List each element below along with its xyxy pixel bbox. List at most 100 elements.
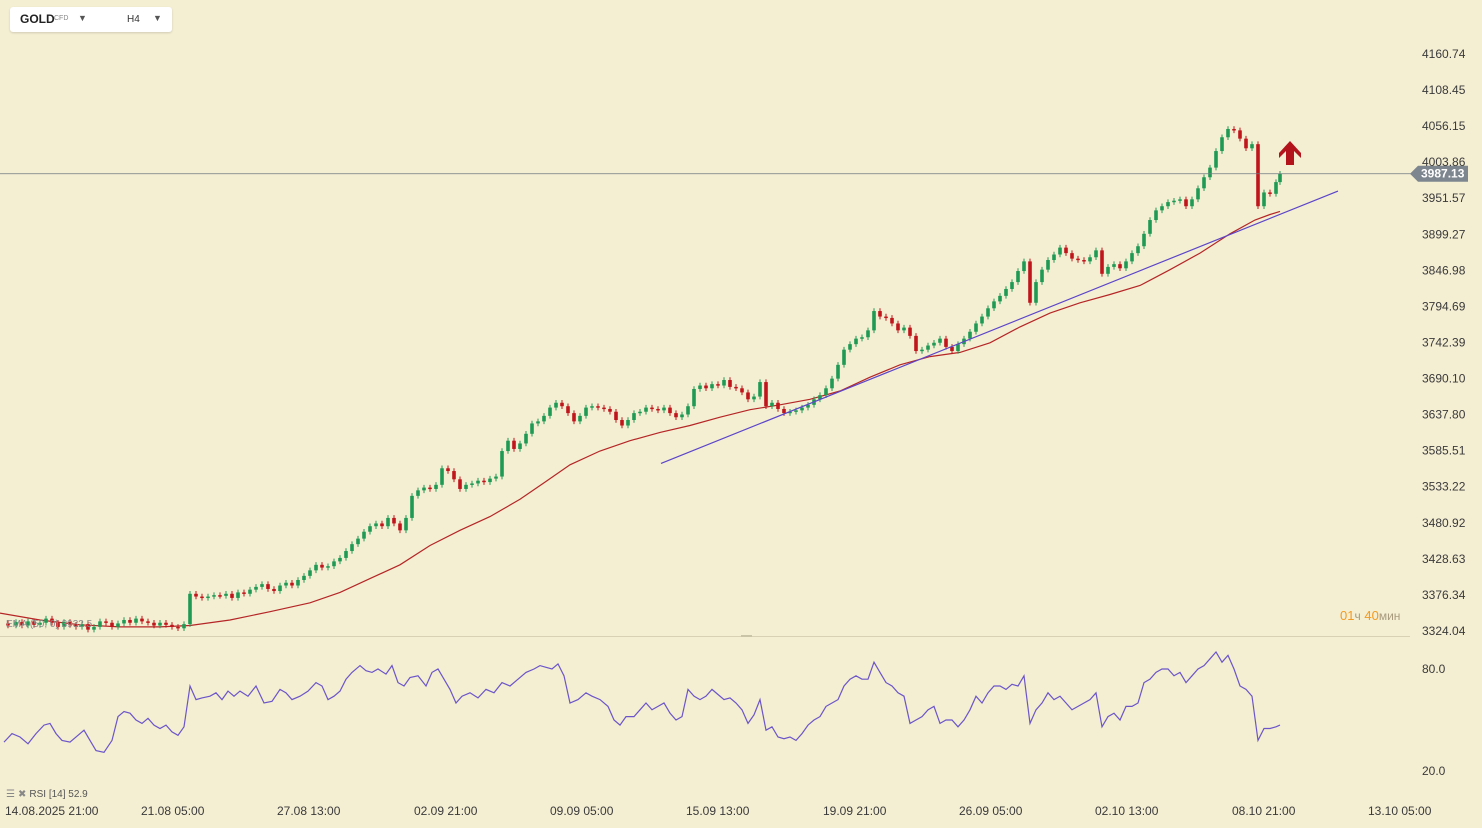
candle-bull — [362, 531, 366, 539]
candle-bear — [1076, 258, 1080, 261]
timeframe-selector[interactable]: H4 — [127, 14, 140, 25]
candle-bull — [1154, 210, 1158, 221]
price-tick-label: 3846.98 — [1422, 263, 1466, 277]
candle-bull — [1166, 202, 1170, 207]
candle-bear — [950, 346, 954, 352]
candle-bull — [116, 623, 120, 627]
price-tick-label: 3899.27 — [1422, 227, 1466, 241]
candle-bull — [1214, 151, 1218, 168]
price-tick-label: 3480.92 — [1422, 516, 1466, 530]
candle-bear — [650, 407, 654, 410]
rsi-indicator-label[interactable]: ☰ ✖ RSI [14] 52.9 — [6, 789, 88, 800]
candle-bear — [200, 596, 204, 599]
price-tick-label: 4160.74 — [1422, 47, 1466, 61]
candle-bull — [500, 451, 504, 477]
candle-bear — [656, 408, 660, 411]
candle-bear — [320, 564, 324, 568]
price-axis: 4160.74 4108.45 4056.15 4003.86 3951.57 3899.… — [1422, 47, 1466, 638]
candle-bear — [602, 407, 606, 410]
price-tick-label: 3324.04 — [1422, 624, 1466, 638]
countdown-hours: 01 — [1340, 608, 1355, 623]
candle-bull — [326, 566, 330, 568]
candle-bear — [668, 407, 672, 414]
candle-bull — [770, 402, 774, 407]
candle-bull — [680, 414, 684, 418]
price-tick-label: 3533.22 — [1422, 480, 1466, 494]
candle-bull — [1136, 246, 1140, 254]
candle-bull — [836, 364, 840, 379]
rsi-panel: 80.0 20.0 — [0, 635, 1446, 778]
rsi-line — [3, 650, 1281, 753]
candle-bull — [410, 495, 414, 518]
ema-line — [0, 210, 1281, 628]
price-tag-bg — [1410, 165, 1468, 182]
candle-bull — [644, 407, 648, 412]
candle-bull — [344, 551, 348, 558]
candle-bear — [746, 392, 750, 400]
candle-bull — [182, 624, 186, 629]
candle-bear — [734, 386, 738, 389]
candle-bull — [356, 538, 360, 545]
indicator-settings-icon[interactable]: ☰ — [6, 789, 15, 800]
ema-indicator-label[interactable]: EMA (50, 0) 3932.5 — [6, 619, 93, 630]
price-tick-label: 4003.86 — [1422, 155, 1466, 169]
candle-bull — [686, 406, 690, 415]
candle-bear — [620, 420, 624, 426]
candle-bull — [806, 404, 810, 408]
rsi-tick-label: 80.0 — [1422, 662, 1446, 676]
trendline — [660, 190, 1339, 465]
candle-bear — [176, 626, 180, 629]
candle-bear — [392, 517, 396, 524]
candle-bear — [6, 623, 10, 626]
candle-bear — [608, 408, 612, 412]
candle-bull — [224, 593, 228, 596]
candle-bear — [890, 317, 894, 324]
candle-bear — [908, 327, 912, 336]
candle-bull — [632, 413, 636, 421]
candle-bear — [1184, 199, 1188, 207]
time-tick-label: 02.10 13:00 — [1095, 804, 1159, 818]
candle-bull — [434, 484, 438, 489]
time-tick-label: 02.09 21:00 — [414, 804, 478, 818]
candle-bear — [446, 468, 450, 472]
candle-bull — [1196, 188, 1200, 200]
candle-bull — [1034, 282, 1038, 303]
candle-bear — [140, 618, 144, 622]
chevron-down-icon[interactable]: ▼ — [153, 13, 162, 23]
candle-bull — [800, 407, 804, 411]
candle-bear — [764, 382, 768, 407]
symbol-selector[interactable]: GOLD CFD ▼ H4 ▼ — [10, 7, 172, 32]
candle-bull — [698, 385, 702, 389]
candle-bull — [1088, 257, 1092, 262]
countdown-minutes: 40 — [1364, 608, 1379, 623]
candle-bull — [278, 585, 282, 592]
candle-bear — [716, 384, 720, 386]
close-icon[interactable]: ✖ — [17, 789, 27, 800]
time-tick-label: 13.10 05:00 — [1368, 804, 1432, 818]
candle-bull — [1208, 167, 1212, 178]
candle-bull — [122, 619, 126, 624]
candle-bull — [710, 384, 714, 389]
rsi-tick-label: 20.0 — [1422, 764, 1446, 778]
candle-bull — [830, 378, 834, 389]
candle-bull — [44, 618, 48, 623]
time-axis: 14.08.2025 21:00 21.08 05:00 27.08 13:00 02… — [5, 804, 1432, 818]
candle-bear — [20, 622, 24, 626]
candle-bull — [1058, 247, 1062, 255]
candle-bull — [1178, 199, 1182, 201]
candle-bull — [1226, 128, 1230, 138]
candle-bear — [242, 592, 246, 594]
candle-bull — [638, 411, 642, 414]
candle-bear — [56, 622, 60, 627]
candle-bull — [518, 443, 522, 449]
candle-bull — [236, 592, 240, 598]
symbol-name[interactable]: GOLD — [20, 12, 55, 26]
candle-bull — [488, 478, 492, 483]
candle-bull — [470, 483, 474, 485]
candle-bull — [1278, 173, 1282, 183]
time-tick-label: 08.10 21:00 — [1232, 804, 1296, 818]
candle-bear — [146, 621, 150, 623]
chevron-down-icon[interactable]: ▼ — [78, 13, 87, 23]
candle-bear — [566, 406, 570, 414]
